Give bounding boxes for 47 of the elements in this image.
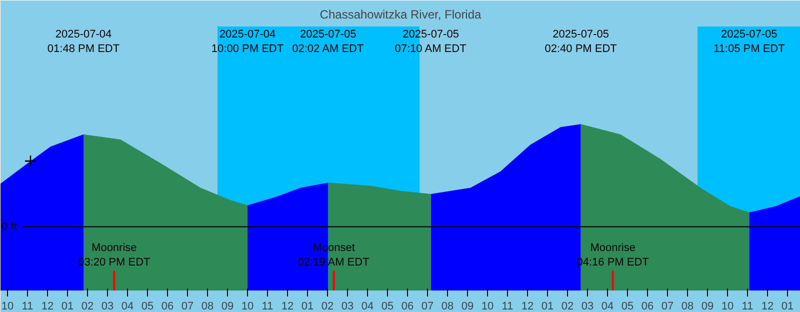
x-tick-label: 03	[341, 300, 354, 312]
x-tick-label: 12	[281, 300, 294, 312]
x-tick-label: 03	[101, 300, 114, 312]
x-tick-label: 04	[601, 300, 614, 312]
x-tick-label: 02	[321, 300, 334, 312]
x-tick-label: 01	[61, 300, 74, 312]
x-tick-label: 08	[201, 300, 214, 312]
x-tick-label: 08	[681, 300, 694, 312]
x-tick-label: 11	[262, 300, 274, 312]
x-tick-label: 01	[541, 300, 554, 312]
x-tick-label: 09	[461, 300, 474, 312]
x-tick-label: 06	[161, 300, 174, 312]
ref-line-label: 0 ft	[2, 220, 17, 233]
x-tick-label: 10	[481, 300, 494, 312]
x-tick-label: 10	[1, 300, 14, 312]
x-tick-label: 08	[441, 300, 454, 312]
x-tick-label: 12	[761, 300, 774, 312]
x-tick-label: 09	[221, 300, 234, 312]
x-tick-label: 06	[401, 300, 414, 312]
x-tick-label: 04	[121, 300, 134, 312]
x-tick-label: 03	[581, 300, 594, 312]
x-tick-label: 11	[742, 300, 754, 312]
x-tick-label: 04	[361, 300, 374, 312]
text: 2025-07-04 01:48 PM EDT	[47, 28, 120, 55]
x-tick-label: 05	[621, 300, 634, 312]
x-tick-label: 07	[421, 300, 434, 312]
text: 2025-07-04 10:00 PM EDT	[211, 28, 284, 55]
x-tick-label: 07	[661, 300, 674, 312]
text: 2025-07-05 02:40 PM EDT	[544, 28, 618, 55]
x-tick-label: 07	[181, 300, 194, 312]
x-tick-label: 12	[521, 300, 534, 312]
x-tick-label: 05	[381, 300, 394, 312]
x-tick-label: 11	[22, 300, 34, 312]
chart-title: Chassahowitzka River, Florida	[320, 8, 482, 22]
x-tick-label: 11	[502, 300, 514, 312]
x-tick-label: 12	[41, 300, 54, 312]
x-tick-label: 09	[701, 300, 714, 312]
x-tick-label: 10	[721, 300, 734, 312]
text: 2025-07-05 02:02 AM EDT	[292, 28, 364, 55]
x-tick-label: 05	[141, 300, 154, 312]
text: 2025-07-05 11:05 PM EDT	[714, 28, 786, 55]
x-tick-label: 01	[301, 300, 314, 312]
x-tick-label: 01	[781, 300, 794, 312]
x-tick-label: 02	[561, 300, 574, 312]
x-tick-label: 10	[241, 300, 254, 312]
x-tick-label: 06	[641, 300, 654, 312]
x-tick-label: 02	[81, 300, 94, 312]
